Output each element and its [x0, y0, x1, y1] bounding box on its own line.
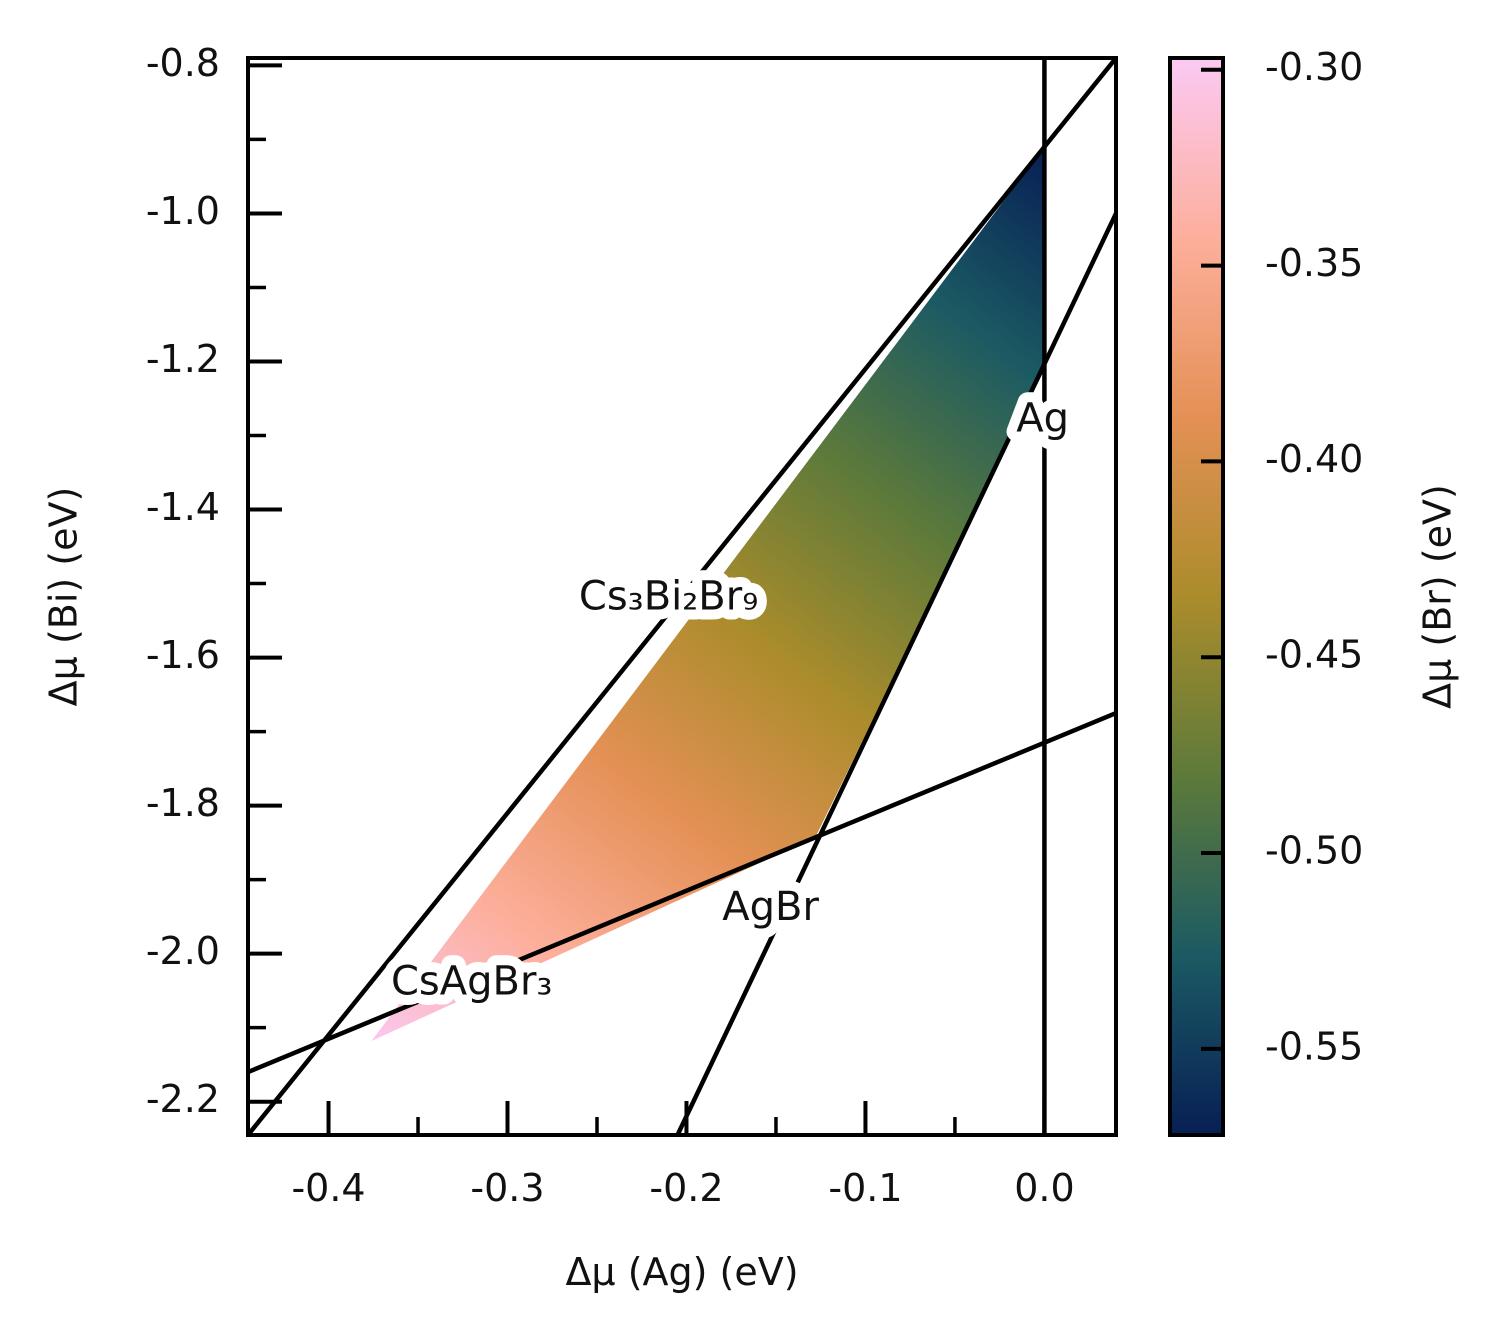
boundary-line-csagbr3	[248, 711, 1116, 1075]
region-label: Cs₃Bi₂Br₉	[579, 573, 758, 619]
x-tick-label: 0.0	[1014, 1166, 1074, 1210]
stable-region	[371, 146, 1045, 1041]
y-tick-label: -2.0	[146, 929, 220, 973]
x-tick-label: -0.2	[649, 1166, 723, 1210]
colorbar: -0.55 -0.50 -0.45 -0.40 -0.35 -0.30	[1168, 45, 1363, 1137]
region-label: CsAgBr₃	[391, 958, 552, 1004]
x-tick-label: -0.3	[470, 1166, 544, 1210]
plot-area: Ag Cs₃Bi₂Br₉ AgBr CsAgBr₃ -0.4 -0.3 -0.2 -0.1 0.…	[146, 41, 1118, 1210]
y-tick-label: -1.2	[146, 337, 220, 381]
plot-frame	[246, 56, 1118, 1137]
colorbar-title: Δμ (Br) (eV)	[1416, 484, 1460, 709]
region-label: AgBr	[722, 884, 819, 930]
x-tick-label: -0.1	[828, 1166, 902, 1210]
colorbar-tick-label: -0.40	[1265, 437, 1363, 481]
y-tick-label: -1.0	[146, 189, 220, 233]
boundary-line-cs3bi2br9	[248, 58, 1116, 1135]
colorbar-tick-label: -0.50	[1265, 829, 1363, 873]
y-tick-label: -0.8	[146, 41, 220, 85]
y-tick-label: -1.8	[146, 781, 220, 825]
x-axis-title: Δμ (Ag) (eV)	[565, 1250, 798, 1294]
colorbar-tick-label: -0.55	[1265, 1024, 1363, 1068]
colorbar-tick-label: -0.30	[1265, 45, 1363, 89]
y-tick-label: -1.6	[146, 633, 220, 677]
region-label: Ag	[1016, 396, 1069, 442]
y-tick-label: -2.2	[146, 1077, 220, 1121]
colorbar-tick-label: -0.35	[1265, 241, 1363, 285]
y-tick-label: -1.4	[146, 485, 220, 529]
colorbar-tick-label: -0.45	[1265, 633, 1363, 677]
x-tick-label: -0.4	[291, 1166, 365, 1210]
colorbar-scale	[1168, 56, 1225, 1137]
y-axis-title: Δμ (Bi) (eV)	[42, 487, 86, 707]
